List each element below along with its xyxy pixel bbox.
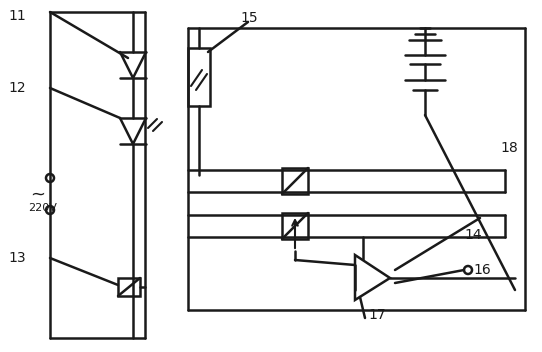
Text: 13: 13 [8, 251, 25, 265]
Text: 16: 16 [473, 263, 491, 277]
Text: 11: 11 [8, 9, 26, 23]
Text: 18: 18 [500, 141, 518, 155]
Text: 12: 12 [8, 81, 25, 95]
Bar [282, 213, 308, 239]
Bar [118, 278, 140, 296]
Text: 220V: 220V [28, 203, 57, 213]
Text: 14: 14 [464, 228, 482, 242]
Bar [282, 168, 308, 194]
Text: 15: 15 [240, 11, 257, 25]
Text: ~: ~ [30, 186, 45, 204]
Bar [188, 48, 210, 106]
Polygon shape [355, 255, 390, 300]
Text: 17: 17 [368, 308, 385, 322]
